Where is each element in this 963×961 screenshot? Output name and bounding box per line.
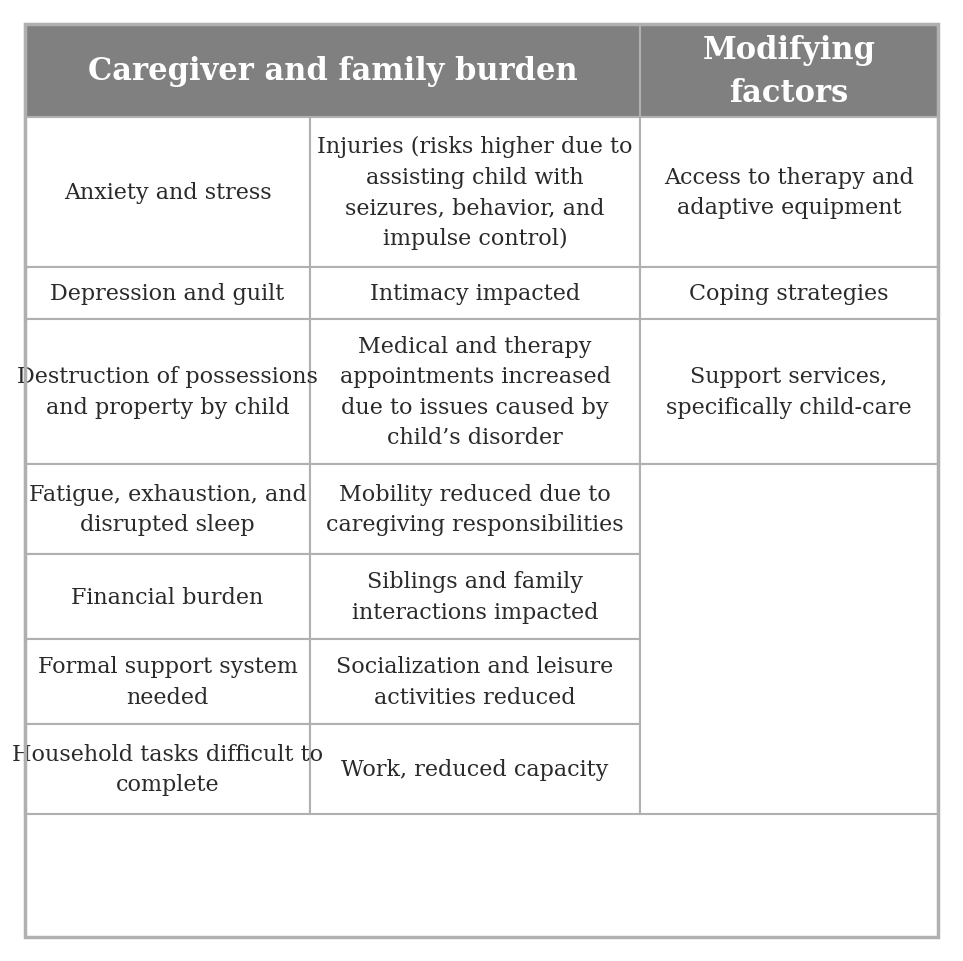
Bar xyxy=(640,320,938,464)
Bar xyxy=(25,25,640,118)
Bar xyxy=(310,554,640,639)
Text: Medical and therapy
appointments increased
due to issues caused by
child’s disor: Medical and therapy appointments increas… xyxy=(340,335,611,449)
Text: Fatigue, exhaustion, and
disrupted sleep: Fatigue, exhaustion, and disrupted sleep xyxy=(29,483,306,535)
Bar xyxy=(640,268,938,320)
Bar xyxy=(310,118,640,268)
Text: Modifying
factors: Modifying factors xyxy=(702,35,875,109)
Bar xyxy=(640,25,938,118)
Text: Coping strategies: Coping strategies xyxy=(690,283,889,305)
Bar xyxy=(310,320,640,464)
Text: Siblings and family
interactions impacted: Siblings and family interactions impacte… xyxy=(351,571,598,623)
Bar xyxy=(25,725,310,814)
Text: Mobility reduced due to
caregiving responsibilities: Mobility reduced due to caregiving respo… xyxy=(326,483,624,535)
Bar xyxy=(640,464,938,814)
Text: Support services,
specifically child-care: Support services, specifically child-car… xyxy=(666,366,912,418)
Text: Socialization and leisure
activities reduced: Socialization and leisure activities red… xyxy=(336,655,613,708)
Text: Formal support system
needed: Formal support system needed xyxy=(38,655,298,708)
Bar xyxy=(640,118,938,268)
Text: Anxiety and stress: Anxiety and stress xyxy=(64,182,272,204)
Bar xyxy=(25,118,310,268)
Bar xyxy=(25,464,310,554)
Text: Access to therapy and
adaptive equipment: Access to therapy and adaptive equipment xyxy=(664,166,914,219)
Bar xyxy=(310,639,640,725)
Bar xyxy=(310,464,640,554)
Bar xyxy=(25,320,310,464)
Text: Depression and guilt: Depression and guilt xyxy=(50,283,285,305)
Text: Financial burden: Financial burden xyxy=(71,586,264,608)
Text: Household tasks difficult to
complete: Household tasks difficult to complete xyxy=(12,743,323,796)
Text: Work, reduced capacity: Work, reduced capacity xyxy=(341,758,609,780)
Bar xyxy=(25,639,310,725)
Text: Destruction of possessions
and property by child: Destruction of possessions and property … xyxy=(17,366,318,418)
Bar xyxy=(310,725,640,814)
Text: Intimacy impacted: Intimacy impacted xyxy=(370,283,580,305)
Bar xyxy=(25,554,310,639)
Bar xyxy=(310,268,640,320)
Text: Caregiver and family burden: Caregiver and family burden xyxy=(88,56,578,86)
Text: Injuries (risks higher due to
assisting child with
seizures, behavior, and
impul: Injuries (risks higher due to assisting … xyxy=(317,136,633,250)
Bar xyxy=(25,268,310,320)
